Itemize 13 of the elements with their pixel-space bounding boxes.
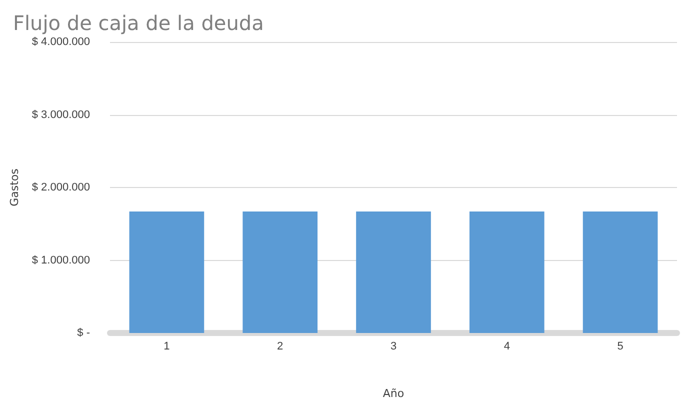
y-tick-label: $ - [77,327,90,339]
chart-title: Flujo de caja de la deuda [13,11,264,35]
y-axis-title: Gastos [8,168,21,206]
x-tick-label: 3 [390,340,397,352]
y-tick-label: $ 4.000.000 [32,36,90,48]
y-tick-label: $ 2.000.000 [32,182,90,194]
x-tick-label: 4 [504,340,510,352]
y-tick-label: $ 3.000.000 [32,108,90,121]
y-tick-label: $ 1.000.000 [32,254,90,266]
x-tick-label: 2 [277,340,284,352]
x-tick-label: 5 [617,340,624,352]
x-axis-title: Año [382,387,404,400]
x-tick-label: 1 [164,340,170,352]
